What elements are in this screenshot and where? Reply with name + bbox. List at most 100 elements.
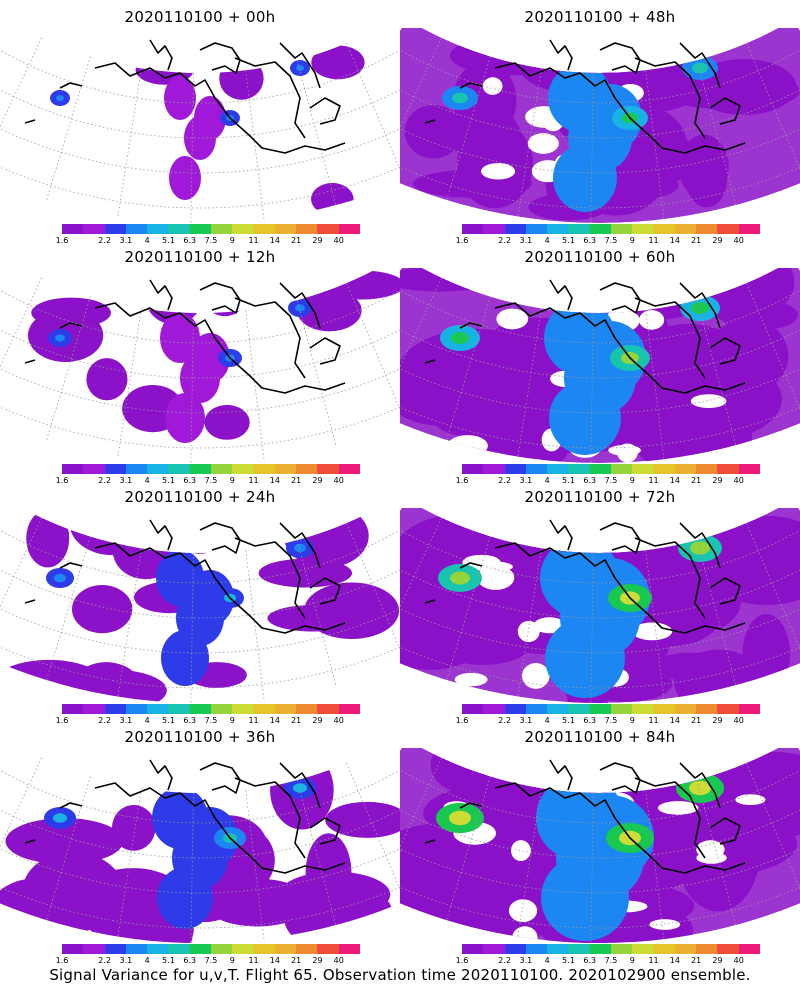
colorbar-swatch <box>338 704 360 714</box>
colorbar-swatch <box>189 464 211 474</box>
colorbar-swatch <box>274 464 297 474</box>
longitude-line <box>296 540 337 686</box>
variance-core <box>452 92 468 104</box>
colorbar-swatch <box>104 704 126 714</box>
colorbar-swatch <box>296 704 318 714</box>
colorbar-tick-label: 2.2 <box>498 956 511 965</box>
coastline-segment <box>279 762 321 809</box>
colorbar-swatch <box>232 464 254 474</box>
forecast-panel-48h: 2020110100 + 48h 1.6 2.2 3.1 4 5.1 6.3 7.5 9 11 1… <box>400 0 800 245</box>
coastline-segment <box>234 777 306 859</box>
colorbar-swatch <box>547 464 569 474</box>
variance-field <box>0 748 400 943</box>
colorbar-tick-label: 3.1 <box>519 476 533 485</box>
latitude-line <box>0 89 400 139</box>
longitude-line <box>517 68 542 217</box>
colorbar-tick-label: 4 <box>544 716 550 725</box>
colorbar-tick-label: 9 <box>629 476 635 485</box>
coastline-segment <box>494 62 746 154</box>
variance-gap <box>438 205 473 216</box>
colorbar-tick-label: 1.6 <box>455 236 469 245</box>
colorbar-swatch <box>62 944 84 954</box>
colorbar-tick-label: 40 <box>733 716 744 725</box>
variance-gap <box>473 561 513 573</box>
colorbar-tick-label: 14 <box>269 236 280 245</box>
coastline-segment <box>549 519 573 551</box>
variance-blob <box>532 274 578 311</box>
colorbar-swatch <box>147 464 169 474</box>
coastline-segment <box>459 802 483 809</box>
coastline-segment <box>149 759 173 791</box>
variance-core <box>55 334 65 342</box>
colorbar-swatch <box>317 704 339 714</box>
coastline-segment <box>234 297 306 379</box>
longitude-line <box>46 296 91 441</box>
variance-core <box>53 813 67 823</box>
longitude-line <box>446 56 491 201</box>
colorbar-swatch <box>483 704 505 714</box>
colorbar-swatch <box>232 224 254 234</box>
colorbar-tick-label: 5.1 <box>162 476 175 485</box>
colorbar-tick-label: 11 <box>648 716 659 725</box>
colorbar-swatch <box>104 224 126 234</box>
graticule <box>0 277 400 463</box>
variance-blob <box>578 84 642 152</box>
colorbar-swatch <box>296 464 318 474</box>
variance-map <box>400 748 800 943</box>
longitude-line <box>696 780 737 926</box>
longitude-line <box>245 70 265 220</box>
colorbar-tick-label: 1.6 <box>455 476 469 485</box>
colorbar-swatch <box>210 224 233 234</box>
longitude-line <box>400 757 442 848</box>
colorbar-tick-label: 4 <box>144 956 150 965</box>
variance-core <box>689 780 711 796</box>
coastline-segment <box>24 359 36 364</box>
coastline-segment <box>94 62 346 154</box>
variance-gap <box>510 840 531 862</box>
colorbar-tick-label: 7.5 <box>604 236 618 245</box>
colorbar-tick-label: 3.1 <box>119 716 133 725</box>
longitude-line <box>517 788 542 937</box>
colorbar-tick-label: 4 <box>544 476 550 485</box>
colorbar-tick-label: 4 <box>144 476 150 485</box>
colorbar-tick-label: 6.3 <box>183 956 197 965</box>
variance-gap <box>690 394 727 409</box>
colorbar-swatch <box>125 224 148 234</box>
colorbar-tick-label: 40 <box>733 236 744 245</box>
colorbar-swatch <box>232 944 254 954</box>
colorbar-tick-label: 7.5 <box>204 476 218 485</box>
longitude-line <box>590 312 594 463</box>
colorbar-swatch <box>317 944 339 954</box>
colorbar-swatch <box>125 704 148 714</box>
latitude-line <box>0 329 400 379</box>
variance-gap <box>617 443 638 463</box>
panel-title: 2020110100 + 12h <box>124 248 276 266</box>
coastline-segment <box>59 562 83 569</box>
colorbar-labels: 1.6 2.2 3.1 4 5.1 6.3 7.5 9 11 14 21 29 40 <box>456 476 760 486</box>
colorbar-tick-label: 3.1 <box>119 476 133 485</box>
colorbar-swatch <box>253 704 275 714</box>
colorbar-swatch <box>738 464 760 474</box>
variance-blob <box>157 867 213 929</box>
colorbar-swatch <box>253 944 275 954</box>
latitude-line <box>0 848 400 894</box>
colorbar <box>62 704 360 714</box>
colorbar-swatch <box>210 944 233 954</box>
longitude-line <box>696 300 737 446</box>
colorbar-swatch <box>462 224 484 234</box>
latitude-line <box>400 406 800 449</box>
coastline-segment <box>424 359 436 364</box>
coastline-segment <box>309 577 341 605</box>
coastline-segment <box>424 839 436 844</box>
variance-blob <box>186 570 234 626</box>
variance-core <box>56 95 64 101</box>
colorbar-swatch <box>274 704 297 714</box>
forecast-panel-12h: 2020110100 + 12h 1.6 2.2 3.1 4 5.1 6.3 7.5 9 11 1… <box>0 240 400 485</box>
colorbar-tick-label: 4 <box>544 956 550 965</box>
forecast-panel-00h: 2020110100 + 00h 1.6 2.2 3.1 4 5.1 6.3 7.5 9 11 1… <box>0 0 400 245</box>
colorbar-swatch <box>168 224 190 234</box>
longitude-line <box>245 310 265 460</box>
colorbar-tick-label: 2.2 <box>98 476 111 485</box>
colorbar-swatch <box>462 464 484 474</box>
variance-blob <box>169 156 201 200</box>
